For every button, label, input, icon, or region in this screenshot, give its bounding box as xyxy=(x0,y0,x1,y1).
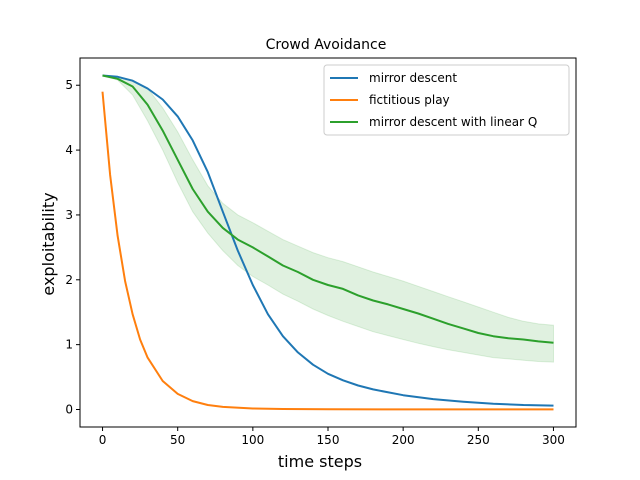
x-tick-label: 300 xyxy=(542,433,565,447)
legend: mirror descent fictitious play mirror desc… xyxy=(323,64,570,136)
legend-label-1: fictitious play xyxy=(369,93,450,107)
x-axis-label: time steps xyxy=(278,452,362,471)
chart-title: Crowd Avoidance xyxy=(266,37,387,53)
y-tick-label: 1 xyxy=(65,338,73,352)
legend-label-0: mirror descent xyxy=(369,71,457,85)
y-tick-label: 3 xyxy=(65,208,73,222)
y-tick-label: 2 xyxy=(65,273,73,287)
legend-box xyxy=(323,64,570,136)
y-axis-label: exploitability xyxy=(39,192,58,295)
x-tick-label: 200 xyxy=(392,433,415,447)
legend-label-2: mirror descent with linear Q xyxy=(369,115,537,129)
y-tick-label: 0 xyxy=(65,402,73,416)
x-tick-label: 0 xyxy=(99,433,107,447)
series-2-line xyxy=(102,74,554,344)
series-1-line xyxy=(101,91,554,411)
y-tick-label: 5 xyxy=(65,78,73,92)
x-tick-label: 100 xyxy=(241,433,264,447)
x-tick-label: 50 xyxy=(170,433,185,447)
x-tick-label: 150 xyxy=(317,433,340,447)
x-tick-label: 250 xyxy=(467,433,490,447)
series-0-line xyxy=(102,74,554,407)
y-tick-label: 4 xyxy=(65,143,73,157)
